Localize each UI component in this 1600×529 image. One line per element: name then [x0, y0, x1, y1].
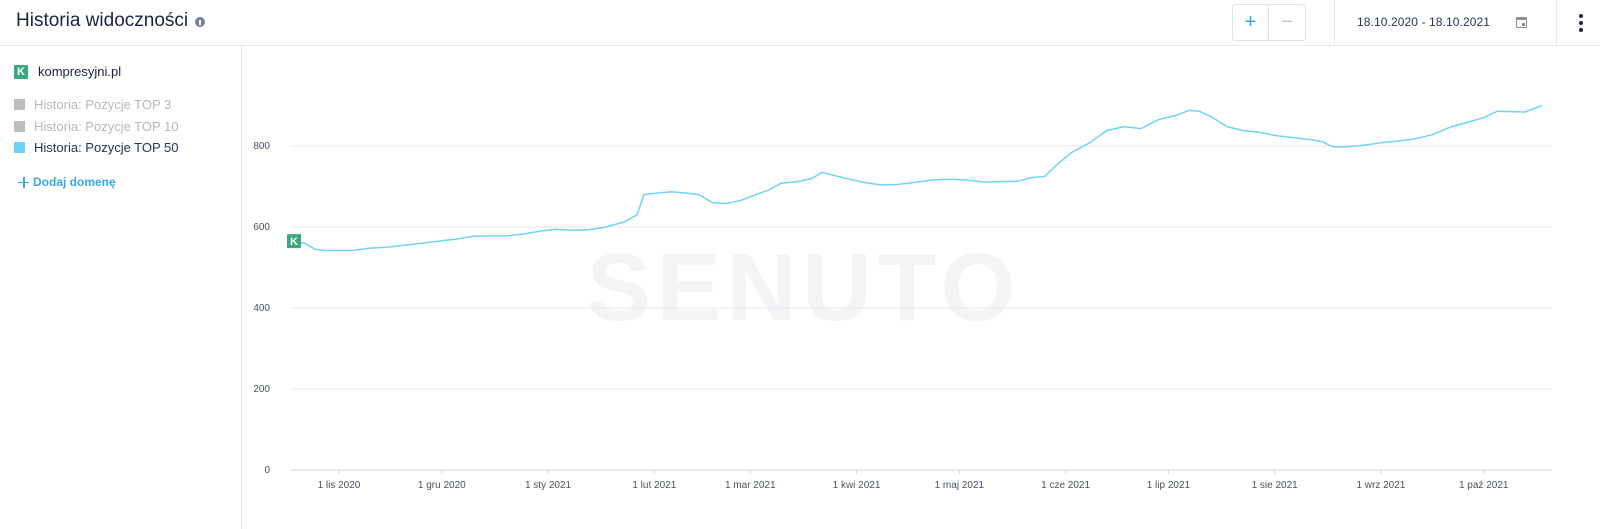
x-tick-label: 1 mar 2021	[725, 480, 776, 491]
series-start-marker-letter: K	[290, 236, 298, 248]
series-line	[290, 104, 1543, 252]
legend-swatch	[14, 142, 25, 154]
y-tick-label: 800	[253, 141, 270, 152]
info-icon[interactable]	[195, 17, 206, 27]
visibility-chart: SENUTO 0 200 400 600 800 1 lis 2020 1 gru 2020 1…	[253, 104, 1552, 491]
legend-label: Historia: Pozycje TOP 3	[34, 97, 172, 113]
x-tick-label: 1 paź 2021	[1459, 480, 1509, 491]
x-tick-label: 1 sie 2021	[1252, 480, 1299, 491]
add-domain-button[interactable]: Dodaj domenę	[18, 175, 116, 189]
x-tick-label: 1 kwi 2021	[833, 480, 881, 491]
y-tick-label: 0	[264, 465, 270, 476]
x-tick-label: 1 lis 2020	[318, 480, 361, 491]
calendar-icon[interactable]	[1516, 17, 1527, 28]
x-tick-label: 1 cze 2021	[1041, 480, 1090, 491]
x-tick-label: 1 sty 2021	[525, 480, 572, 491]
more-options-icon[interactable]	[1574, 13, 1588, 33]
zoom-in-button[interactable]: +	[1233, 5, 1269, 40]
legend-item[interactable]: Historia: Pozycje TOP 3	[14, 94, 179, 116]
date-range-picker[interactable]: 18.10.2020 - 18.10.2021	[1357, 15, 1491, 29]
series-start-marker	[287, 234, 301, 249]
header: Historia widoczności + − 18.10.2020 - 18…	[0, 0, 1600, 46]
header-divider	[1556, 0, 1557, 46]
y-tick-label: 400	[253, 303, 270, 314]
y-tick-label: 200	[253, 384, 270, 395]
add-domain-label: Dodaj domenę	[33, 175, 116, 189]
legend-item[interactable]: Historia: Pozycje TOP 10	[14, 116, 179, 138]
domain-name: kompresyjni.pl	[38, 64, 122, 79]
legend-swatch	[14, 120, 25, 132]
zoom-out-button[interactable]: −	[1281, 11, 1293, 33]
x-tick-label: 1 maj 2021	[935, 480, 985, 491]
x-tick-label: 1 lip 2021	[1147, 480, 1191, 491]
sidebar: K kompresyjni.pl Historia: Pozycje TOP 3…	[0, 46, 242, 529]
x-tick-label: 1 gru 2020	[418, 480, 466, 491]
x-tick-label: 1 wrz 2021	[1356, 480, 1405, 491]
watermark-logo: SENUTO	[587, 234, 1021, 341]
title-wrap: Historia widoczności	[16, 10, 206, 32]
legend-item[interactable]: Historia: Pozycje TOP 50	[14, 137, 179, 159]
plus-icon	[18, 176, 29, 188]
domain-logo-icon: K	[14, 64, 28, 79]
legend-label: Historia: Pozycje TOP 10	[34, 118, 179, 134]
page-title: Historia widoczności	[16, 10, 189, 31]
legend: Historia: Pozycje TOP 3 Historia: Pozycje…	[14, 94, 179, 159]
header-divider	[1334, 0, 1335, 46]
y-tick-label: 600	[253, 222, 270, 233]
legend-swatch	[14, 99, 25, 111]
zoom-controls: + −	[1232, 4, 1306, 41]
domain-row: K kompresyjni.pl	[14, 64, 121, 79]
legend-label: Historia: Pozycje TOP 50	[34, 140, 179, 156]
x-tick-label: 1 lut 2021	[632, 480, 676, 491]
